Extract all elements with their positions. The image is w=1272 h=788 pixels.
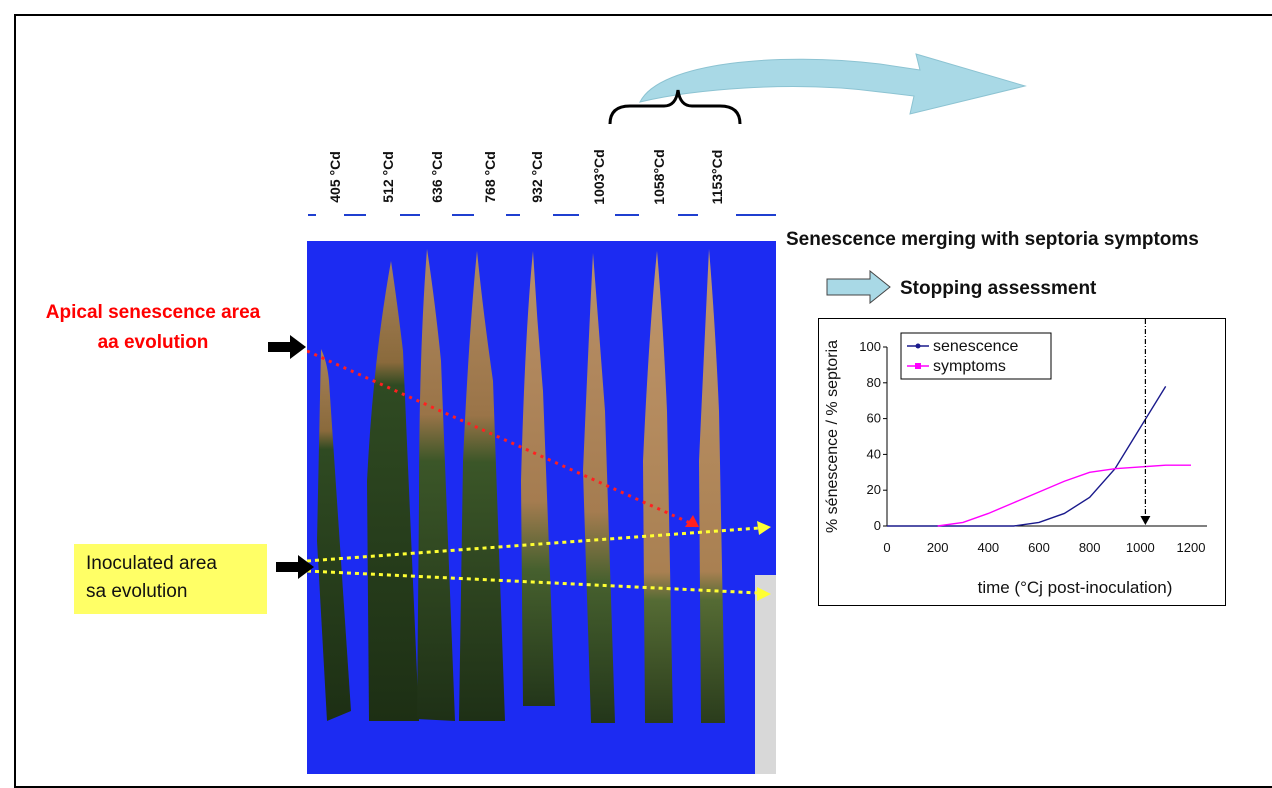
tick-mark [400, 214, 420, 216]
arrow-head-upper [757, 521, 771, 535]
leaf [317, 349, 351, 721]
x-tick-label: 600 [1028, 540, 1050, 555]
tick-mark [506, 214, 520, 216]
black-arrow-icon [268, 335, 308, 359]
series-line-senescence [887, 386, 1166, 526]
stopping-assessment-label: Stopping assessment [900, 278, 1096, 300]
y-tick-label: 40 [867, 446, 881, 461]
apical-label-line2: aa evolution [18, 328, 288, 358]
y-tick-label: 60 [867, 411, 881, 426]
leaf-label-text: 768 °Cd [482, 151, 498, 203]
leaf [643, 251, 673, 723]
leaf [521, 251, 555, 706]
x-axis-label: time (°Cj post-inoculation) [978, 578, 1173, 597]
leaf-label: 1153°Cd [707, 140, 727, 214]
leaf-label-text: 1058°Cd [651, 149, 667, 204]
x-tick-label: 800 [1079, 540, 1101, 555]
x-tick-label: 1200 [1177, 540, 1206, 555]
ruler [755, 575, 776, 774]
y-tick-label: 100 [859, 339, 881, 354]
x-tick-label: 0 [883, 540, 890, 555]
black-arrow-icon [276, 555, 316, 579]
leaf-label-text: 1153°Cd [709, 150, 725, 205]
leaf [417, 249, 455, 721]
leaf-label: 405 °Cd [325, 140, 345, 214]
legend-marker [916, 344, 921, 349]
tick-mark [736, 214, 776, 216]
leaf-label-text: 405 °Cd [327, 151, 343, 203]
inoculated-label-line2: sa evolution [86, 578, 255, 606]
leaf [459, 251, 505, 721]
tick-mark [553, 214, 579, 216]
leaf-label-text: 512 °Cd [380, 151, 396, 203]
y-tick-label: 80 [867, 375, 881, 390]
leaf-label: 636 °Cd [427, 140, 447, 214]
y-tick-label: 20 [867, 482, 881, 497]
inoculated-label-line1: Inoculated area [86, 550, 255, 578]
tick-mark [308, 214, 316, 216]
merging-heading: Senescence merging with septoria symptom… [786, 229, 1199, 251]
leaf [367, 261, 419, 721]
leaf-label-text: 932 °Cd [529, 151, 545, 203]
apical-senescence-label: Apical senescence area aa evolution [18, 298, 288, 358]
series-line-symptoms [938, 465, 1191, 526]
leaf-label: 512 °Cd [378, 140, 398, 214]
x-tick-label: 200 [927, 540, 949, 555]
y-tick-label: 0 [874, 518, 881, 533]
tick-mark [344, 214, 366, 216]
leaf-label: 1058°Cd [649, 140, 669, 214]
apical-trend-line [307, 351, 699, 527]
tick-mark [615, 214, 639, 216]
tick-mark [452, 214, 474, 216]
leaf [699, 249, 725, 723]
x-tick-label: 1000 [1126, 540, 1155, 555]
leaf [583, 253, 615, 723]
legend-label: senescence [933, 338, 1018, 355]
block-arrow-icon [826, 270, 892, 304]
leaf-label: 768 °Cd [480, 140, 500, 214]
legend-marker [915, 363, 921, 369]
leaf-photo [307, 241, 776, 774]
brace-icon [606, 88, 746, 128]
inoculated-area-label: Inoculated area sa evolution [74, 544, 267, 614]
leaf-label-text: 1003°Cd [591, 149, 607, 204]
leaf-label: 1003°Cd [589, 140, 609, 214]
leaf-label: 932 °Cd [527, 140, 547, 214]
stop-marker-arrowhead [1140, 516, 1150, 525]
legend-label: symptoms [933, 358, 1006, 375]
y-axis-label: % sénescence / % septoria [824, 340, 841, 533]
leaf-label-text: 636 °Cd [429, 151, 445, 203]
tick-mark [678, 214, 698, 216]
x-tick-label: 400 [977, 540, 999, 555]
apical-label-line1: Apical senescence area [18, 298, 288, 328]
